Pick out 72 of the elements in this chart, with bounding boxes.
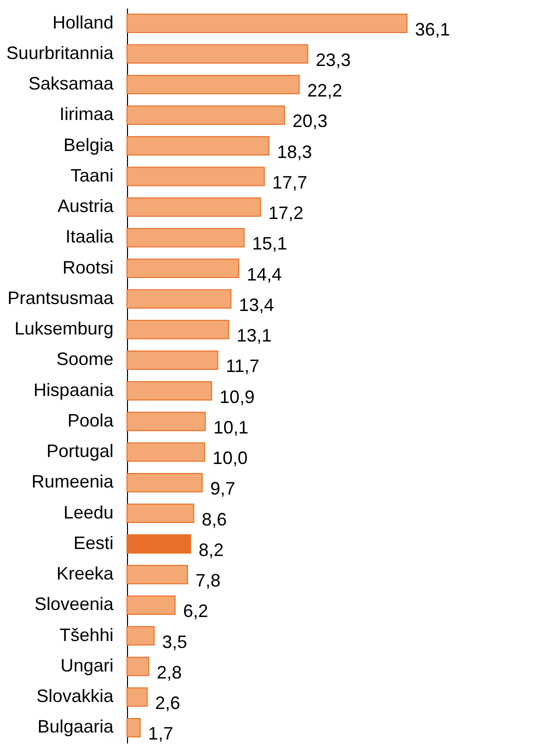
data-label: 10,1: [213, 417, 248, 438]
y-tick-label: Soome: [56, 349, 114, 370]
y-tick-label: Saksamaa: [28, 74, 114, 94]
data-label: 9,7: [210, 478, 236, 499]
data-label: 3,5: [162, 632, 188, 652]
bar: [126, 473, 203, 492]
data-label: 6,2: [183, 601, 208, 622]
bar: [126, 166, 265, 186]
y-tick-label: Iirimaa: [59, 104, 114, 124]
data-label: 1,7: [148, 724, 174, 744]
bar: [126, 44, 308, 64]
bar: [126, 534, 192, 554]
y-tick-label: Bulgaaria: [37, 716, 114, 737]
bar: [126, 258, 240, 278]
bar: [126, 626, 155, 646]
y-tick-label: Taani: [70, 165, 114, 186]
data-label: 18,3: [276, 142, 312, 162]
data-label: 15,1: [252, 234, 288, 254]
y-tick-label: Belgia: [63, 134, 114, 155]
bar: [126, 197, 261, 217]
y-tick-label: Luksemburg: [14, 318, 114, 339]
data-label: 14,4: [246, 264, 282, 284]
data-label: 2,6: [155, 693, 180, 714]
y-tick-label: Sloveenia: [34, 594, 114, 614]
data-label: 8,6: [202, 509, 227, 530]
bar: [126, 228, 245, 248]
bar: [126, 350, 218, 370]
data-label: 2,8: [156, 662, 182, 682]
data-label: 7,8: [196, 570, 221, 591]
bar: [126, 504, 194, 523]
bar: [126, 14, 408, 33]
y-tick-label: Portugal: [46, 441, 114, 462]
data-label: 10,9: [220, 386, 255, 407]
y-tick-label: Holland: [52, 12, 114, 32]
data-label: 17,2: [268, 203, 304, 224]
bar: [126, 442, 206, 462]
y-tick-label: Poola: [67, 410, 114, 430]
y-tick-label: Itaalia: [65, 226, 114, 247]
data-label: 36,1: [415, 19, 450, 40]
data-label: 23,3: [316, 50, 351, 70]
y-tick-label: Austria: [57, 196, 114, 216]
y-tick-label: Rootsi: [62, 257, 114, 278]
y-tick-label: Leedu: [63, 502, 114, 522]
bar: [126, 106, 285, 125]
data-label: 17,7: [272, 172, 308, 192]
y-tick-label: Hispaania: [33, 380, 114, 400]
bar: [126, 718, 141, 738]
data-label: 22,2: [307, 80, 342, 101]
data-label: 8,2: [198, 540, 224, 560]
data-label: 20,3: [292, 111, 328, 132]
bar: [126, 656, 150, 676]
y-tick-label: Prantsusmaa: [7, 288, 114, 308]
y-tick-label: Ungari: [60, 655, 114, 676]
bar: [126, 289, 232, 309]
bar: [126, 596, 176, 615]
data-label: 13,1: [236, 326, 272, 346]
y-tick-label: Slovakkia: [36, 686, 114, 706]
data-label: 13,4: [238, 294, 274, 315]
y-tick-label: Kreeka: [56, 564, 114, 584]
y-tick-label: Suurbritannia: [6, 42, 114, 63]
bar: [126, 564, 188, 584]
bar: [126, 74, 300, 94]
bar: [126, 687, 148, 707]
bar: [126, 412, 206, 432]
data-label: 10,0: [212, 448, 248, 468]
bar: [126, 320, 230, 340]
y-tick-label: Rumeenia: [31, 472, 114, 492]
y-tick-label: Tšehhi: [59, 624, 114, 645]
data-label: 11,7: [226, 356, 260, 376]
bar: [126, 136, 270, 156]
y-tick-label: Eesti: [73, 532, 114, 553]
bar: [126, 381, 212, 400]
